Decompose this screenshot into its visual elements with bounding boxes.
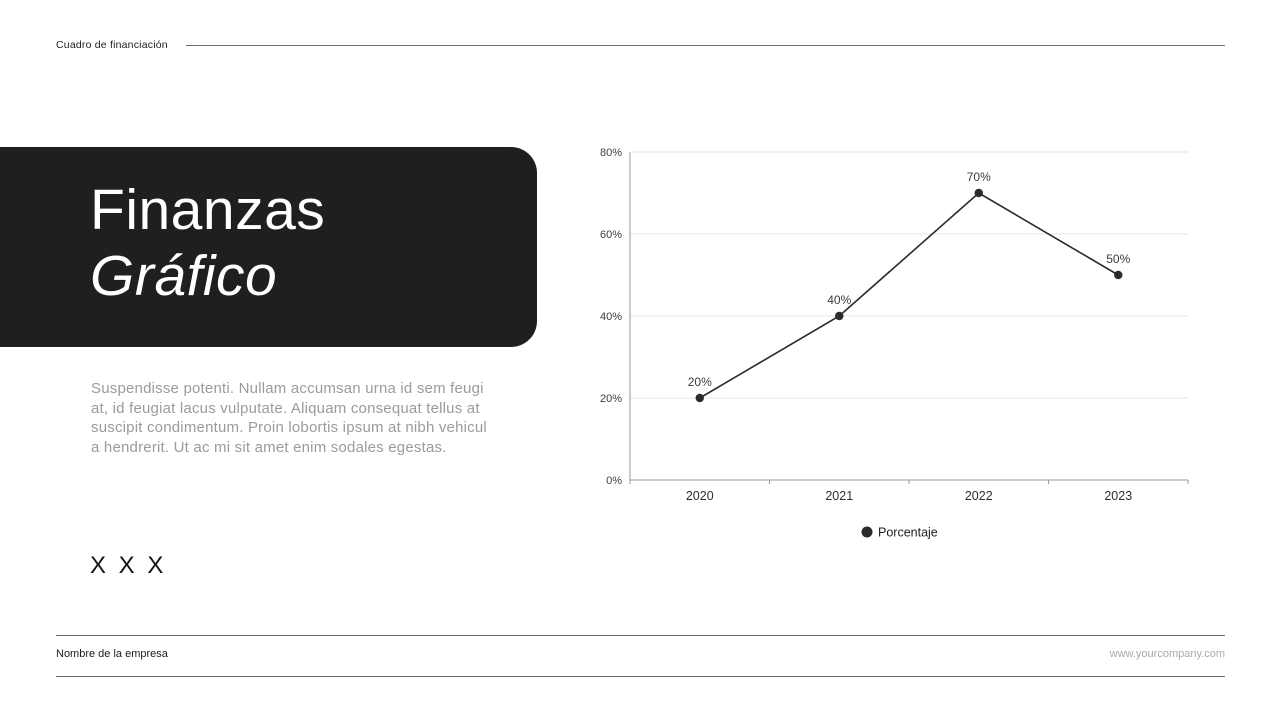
data-point-label: 40% [827,293,851,307]
data-point-label: 70% [967,170,991,184]
header-row: Cuadro de financiación [56,39,1225,51]
footer-row: Nombre de la empresa www.yourcompany.com [56,648,1225,660]
company-name: Nombre de la empresa [56,648,168,660]
body-text-line: suscipit condimentum. Proin lobortis ips… [91,419,487,437]
placeholder-xxx: X X X [90,552,167,579]
data-point-marker [1114,270,1123,280]
body-paragraph: Suspendisse potenti. Nullam accumsan urn… [91,379,561,457]
website-url: www.yourcompany.com [1109,648,1225,660]
line-chart: 0% 20% 40% 60% 80% 2020 2021 2022 2023 20% 40% 70% 5… [580,140,1200,550]
legend-label: Porcentaje [878,526,938,540]
chart-canvas: 0% 20% 40% 60% 80% 2020 2021 2022 2023 20% 40% 70% 5… [600,147,1189,540]
data-point-marker [695,393,704,403]
data-point-marker [974,188,983,198]
footer-divider-bottom [56,676,1225,677]
y-tick-label: 0% [606,475,622,487]
x-tick-label: 2023 [1104,489,1132,503]
y-tick-label: 20% [600,393,622,405]
y-tick-label: 60% [600,229,622,241]
x-tick-label: 2020 [686,489,714,503]
body-text-line: a hendrerit. Ut ac mi sit amet enim soda… [91,438,447,456]
legend-marker-icon [861,526,873,538]
footer-divider-top [56,635,1225,636]
y-tick-label: 40% [600,311,622,323]
data-point-marker [835,311,844,321]
y-tick-label: 80% [600,147,622,159]
top-divider-line [185,44,1225,46]
slide-subtitle: Gráfico [90,244,278,309]
x-tick-label: 2022 [965,489,993,503]
series-line [699,192,1119,399]
eyebrow-label: Cuadro de financiación [56,39,168,51]
body-text-line: at, id feugiat lacus vulputate. Aliquam … [91,399,480,417]
x-tick-label: 2021 [825,489,853,503]
body-text-line: Suspendisse potenti. Nullam accumsan urn… [91,380,484,397]
slide-title: Finanzas [90,178,326,242]
data-point-label: 50% [1106,252,1130,266]
title-box: Finanzas Gráfico [0,147,537,347]
data-point-label: 20% [688,375,712,389]
